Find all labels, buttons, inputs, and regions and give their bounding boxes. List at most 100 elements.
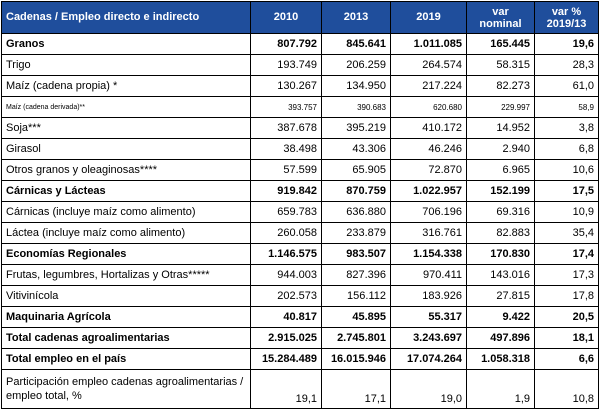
value-2019: 72.870 (390, 159, 467, 181)
value-2013: 395.219 (321, 117, 391, 139)
value-2013: 390.683 (321, 96, 391, 118)
value-2019: 316.761 (390, 222, 467, 244)
value-var-pct: 10,9 (534, 201, 599, 223)
row-label: Vitivinícola (1, 285, 251, 307)
value-2010: 202.573 (250, 285, 322, 307)
value-var-nominal: 152.199 (466, 180, 535, 202)
value-var-pct: 35,4 (534, 222, 599, 244)
value-var-pct: 28,3 (534, 54, 599, 76)
value-2010: 15.284.489 (250, 348, 322, 370)
value-2019: 1.022.957 (390, 180, 467, 202)
value-var-nominal: 170.830 (466, 243, 535, 265)
value-var-pct: 58,9 (534, 96, 599, 118)
row-label: Economías Regionales (1, 243, 251, 265)
value-2013: 65.905 (321, 159, 391, 181)
table-row: Total cadenas agroalimentarias 2.915.025 2… (1, 327, 599, 349)
header-2019: 2019 (390, 1, 467, 34)
value-var-nominal: 58.315 (466, 54, 535, 76)
value-2013: 233.879 (321, 222, 391, 244)
value-var-nominal: 229.997 (466, 96, 535, 118)
value-var-nominal: 82.273 (466, 75, 535, 97)
row-label: Soja*** (1, 117, 251, 139)
value-2013: 16.015.946 (321, 348, 391, 370)
row-label: Maíz (cadena derivada)** (1, 96, 251, 118)
value-2013: 827.396 (321, 264, 391, 286)
value-2010: 2.915.025 (250, 327, 322, 349)
value-var-nominal: 1,9 (466, 369, 535, 409)
value-2013: 17,1 (321, 369, 391, 409)
value-2013: 134.950 (321, 75, 391, 97)
value-2013: 870.759 (321, 180, 391, 202)
value-var-pct: 17,4 (534, 243, 599, 265)
table-body: Granos 807.792 845.641 1.011.085 165.445 19,6… (1, 33, 599, 409)
table-row: Girasol 38.498 43.306 46.246 2.940 6,8 (1, 138, 599, 160)
value-2010: 193.749 (250, 54, 322, 76)
header-2013: 2013 (321, 1, 391, 34)
value-2010: 260.058 (250, 222, 322, 244)
value-2019: 706.196 (390, 201, 467, 223)
row-label: Girasol (1, 138, 251, 160)
value-2019: 17.074.264 (390, 348, 467, 370)
value-var-nominal: 14.952 (466, 117, 535, 139)
table-row: Maíz (cadena derivada)** 393.757 390.683 62… (1, 96, 599, 118)
row-label: Cárnicas (incluye maíz como alimento) (1, 201, 251, 223)
value-2010: 919.842 (250, 180, 322, 202)
table-row: Trigo 193.749 206.259 264.574 58.315 28,3 (1, 54, 599, 76)
table-row: Cárnicas y Lácteas 919.842 870.759 1.022.95… (1, 180, 599, 202)
row-label: Otros granos y oleaginosas**** (1, 159, 251, 181)
value-var-nominal: 9.422 (466, 306, 535, 328)
table-row: Maíz (cadena propia) * 130.267 134.950 217.… (1, 75, 599, 97)
value-var-pct: 17,8 (534, 285, 599, 307)
value-var-nominal: 69.316 (466, 201, 535, 223)
value-var-pct: 10,6 (534, 159, 599, 181)
value-var-pct: 20,5 (534, 306, 599, 328)
value-2019: 1.154.338 (390, 243, 467, 265)
value-var-pct: 6,8 (534, 138, 599, 160)
value-var-nominal: 165.445 (466, 33, 535, 55)
row-label: Total cadenas agroalimentarias (1, 327, 251, 349)
value-2019: 264.574 (390, 54, 467, 76)
value-2010: 387.678 (250, 117, 322, 139)
value-2013: 2.745.801 (321, 327, 391, 349)
table-row: Vitivinícola 202.573 156.112 183.926 27.815 1… (1, 285, 599, 307)
table-row: Láctea (incluye maíz como alimento) 260.0… (1, 222, 599, 244)
value-var-nominal: 82.883 (466, 222, 535, 244)
table-row: Cárnicas (incluye maíz como alimento) 659… (1, 201, 599, 223)
header-var-nominal: var nominal (466, 1, 535, 34)
table-row: Frutas, legumbres, Hortalizas y Otras***… (1, 264, 599, 286)
header-2010: 2010 (250, 1, 322, 34)
value-var-pct: 19,6 (534, 33, 599, 55)
value-var-pct: 3,8 (534, 117, 599, 139)
table-row: Otros granos y oleaginosas**** 57.599 65.9… (1, 159, 599, 181)
value-2013: 983.507 (321, 243, 391, 265)
row-label: Maquinaria Agrícola (1, 306, 251, 328)
value-var-pct: 10,8 (534, 369, 599, 409)
value-var-nominal: 27.815 (466, 285, 535, 307)
value-2019: 410.172 (390, 117, 467, 139)
value-2019: 183.926 (390, 285, 467, 307)
row-label: Láctea (incluye maíz como alimento) (1, 222, 251, 244)
value-2019: 55.317 (390, 306, 467, 328)
value-2010: 40.817 (250, 306, 322, 328)
value-2019: 19,0 (390, 369, 467, 409)
row-label: Total empleo en el país (1, 348, 251, 370)
table-row: Maquinaria Agrícola 40.817 45.895 55.317 9.4… (1, 306, 599, 328)
value-2010: 393.757 (250, 96, 322, 118)
value-var-nominal: 6.965 (466, 159, 535, 181)
table-header: Cadenas / Empleo directo e indirecto 201… (1, 1, 599, 34)
table-row: Total empleo en el país 15.284.489 16.015.… (1, 348, 599, 370)
value-2010: 57.599 (250, 159, 322, 181)
value-var-pct: 6,6 (534, 348, 599, 370)
value-2019: 970.411 (390, 264, 467, 286)
value-2019: 46.246 (390, 138, 467, 160)
value-2010: 130.267 (250, 75, 322, 97)
value-2010: 1.146.575 (250, 243, 322, 265)
table-row: Granos 807.792 845.641 1.011.085 165.445 19,6 (1, 33, 599, 55)
value-var-nominal: 497.896 (466, 327, 535, 349)
value-var-pct: 61,0 (534, 75, 599, 97)
row-label: Cárnicas y Lácteas (1, 180, 251, 202)
value-2010: 19,1 (250, 369, 322, 409)
value-var-pct: 17,5 (534, 180, 599, 202)
value-2013: 206.259 (321, 54, 391, 76)
value-2019: 620.680 (390, 96, 467, 118)
